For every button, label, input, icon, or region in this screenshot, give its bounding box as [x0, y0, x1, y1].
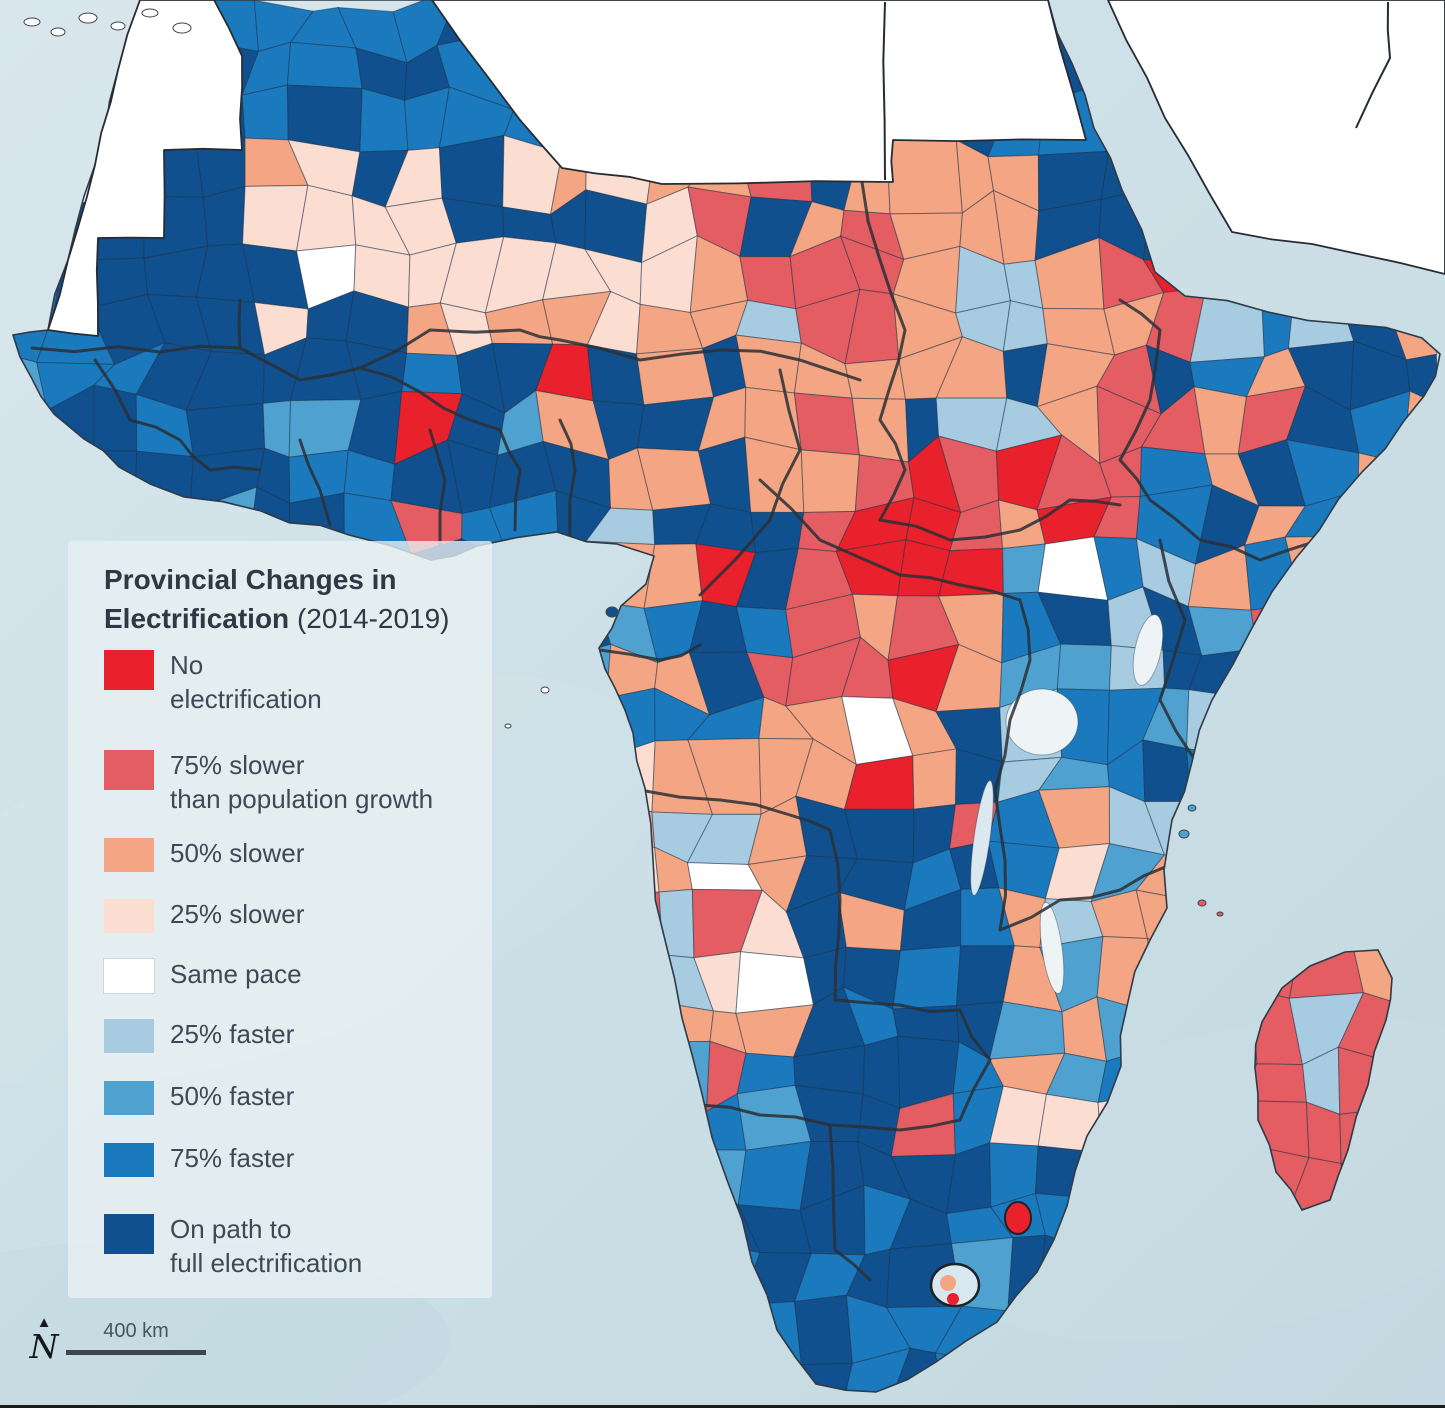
canary-island	[23, 17, 41, 27]
lesotho-province	[940, 1275, 956, 1291]
continent-coastline	[11, 0, 1441, 1393]
comoros-island	[1197, 899, 1207, 907]
canary-island	[141, 8, 159, 18]
country-borders	[30, 180, 1322, 1282]
lake-victoria	[1005, 688, 1079, 756]
lake-turkana	[1132, 614, 1164, 686]
no-data-land	[47, 0, 1445, 337]
islands	[23, 8, 1224, 917]
canary-island	[110, 21, 126, 31]
eswatini	[1004, 1201, 1032, 1235]
sao-tome-island	[540, 686, 550, 694]
micro-states	[929, 1201, 1032, 1308]
annobon-island	[504, 723, 512, 729]
canary-island	[50, 27, 66, 37]
lake-malawi	[1039, 901, 1065, 995]
lesotho-province	[947, 1293, 959, 1305]
canary-island	[78, 12, 98, 24]
madagascar-coastline	[1254, 949, 1393, 1211]
zanzibar-island	[1178, 829, 1190, 839]
bioko-island	[605, 606, 619, 618]
pemba-island	[1187, 804, 1197, 812]
lakes	[970, 614, 1164, 995]
canary-island	[172, 22, 192, 34]
no-data-borders	[882, 1, 1392, 181]
lake-tanganyika	[970, 780, 994, 896]
comoros-island	[1216, 911, 1224, 917]
